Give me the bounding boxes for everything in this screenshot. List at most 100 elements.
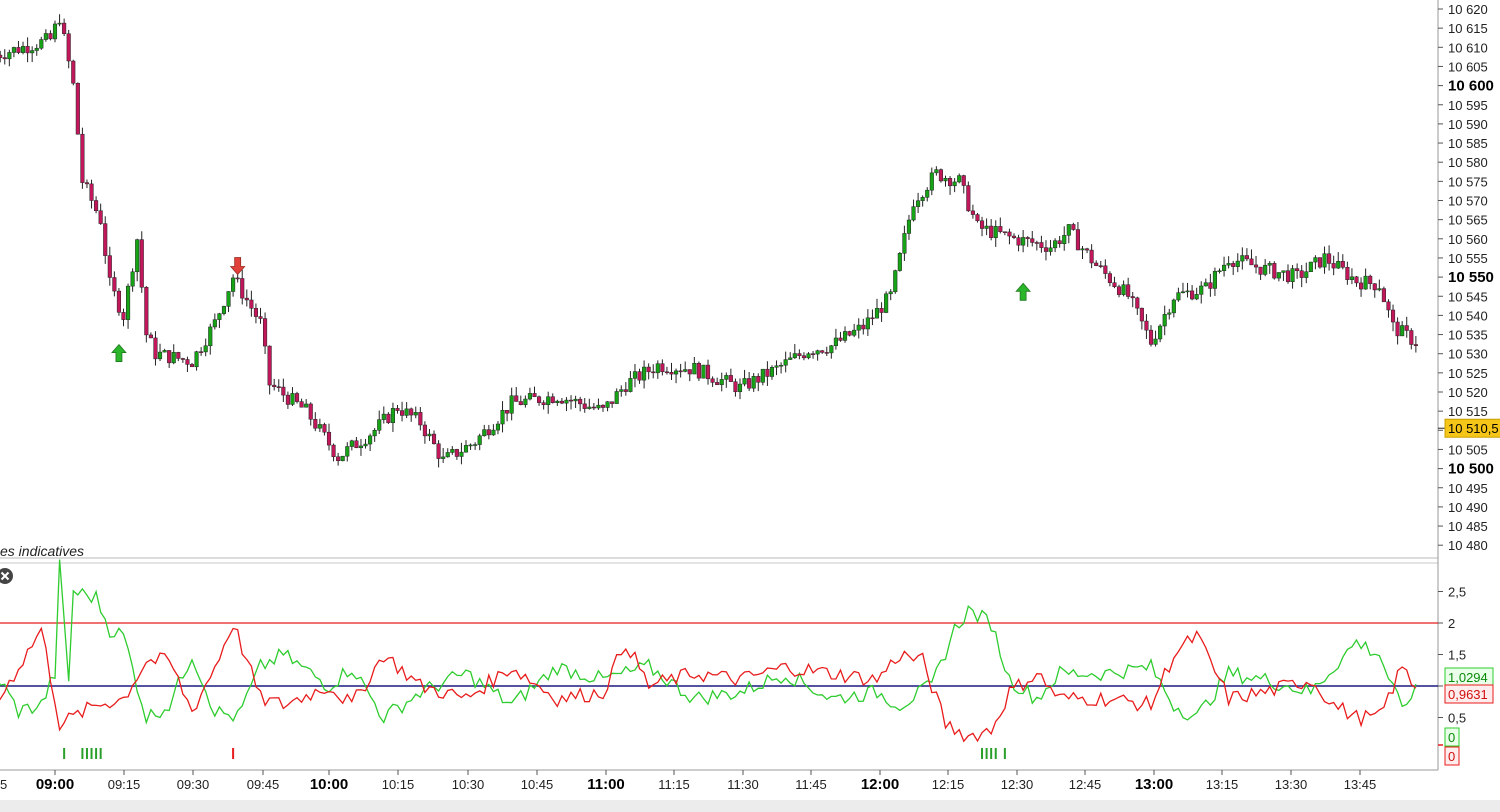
signal-tick <box>1003 748 1006 759</box>
candle <box>966 181 971 212</box>
current-price-tag: 10 510,5 <box>1444 418 1500 438</box>
candle <box>1281 270 1286 281</box>
candle <box>1235 253 1240 273</box>
candle <box>199 347 204 356</box>
candle <box>52 20 58 43</box>
candle <box>98 203 103 225</box>
candle <box>614 388 619 404</box>
candle <box>715 377 720 385</box>
candle <box>1349 268 1354 285</box>
candle <box>1021 230 1026 253</box>
candle <box>304 399 309 408</box>
candle <box>623 382 628 396</box>
price-tick-label: 10 535 <box>1448 328 1488 343</box>
candle <box>678 363 683 378</box>
candle <box>1377 279 1382 292</box>
candle <box>272 378 277 391</box>
candle <box>1107 271 1112 287</box>
candle <box>1272 261 1277 280</box>
signal-tick <box>99 748 102 759</box>
candle <box>833 328 838 350</box>
candle <box>1395 317 1400 345</box>
candle <box>1094 260 1099 267</box>
candle <box>126 283 131 329</box>
candle <box>1153 330 1158 347</box>
candle <box>436 440 441 468</box>
candle <box>692 356 697 375</box>
candle <box>176 351 181 362</box>
candle <box>1121 280 1126 297</box>
candle <box>189 362 195 368</box>
candle <box>30 46 35 63</box>
candle <box>1413 336 1418 353</box>
candle <box>559 397 564 405</box>
candle <box>865 309 870 336</box>
candle <box>1208 273 1213 297</box>
candle <box>148 332 153 339</box>
candle <box>1007 228 1012 245</box>
candle <box>527 387 532 401</box>
indicator-tick-label: 2,5 <box>1448 585 1466 600</box>
candle <box>610 401 615 408</box>
candle <box>1276 272 1281 282</box>
candle <box>537 395 542 406</box>
candle <box>1359 277 1364 297</box>
candle <box>89 179 94 209</box>
red-value-tag: 0,9631 <box>1444 684 1494 704</box>
candle <box>1363 268 1368 290</box>
candle <box>573 395 578 408</box>
candle <box>1080 245 1085 260</box>
signal-ticks <box>63 748 1006 759</box>
candle <box>747 372 752 392</box>
candle <box>719 372 724 392</box>
candle <box>326 423 332 451</box>
price-tick-label: 10 505 <box>1448 442 1488 457</box>
candle <box>459 442 464 465</box>
candle <box>728 368 733 382</box>
candle <box>1231 260 1236 275</box>
candle <box>897 251 902 272</box>
candle <box>1048 239 1053 256</box>
candle <box>62 18 67 37</box>
candle <box>705 359 711 385</box>
close-icon[interactable] <box>0 568 13 584</box>
candle <box>2 49 7 65</box>
price-tick-label: 10 545 <box>1448 289 1488 304</box>
candle <box>386 412 391 424</box>
time-tick-label: 10:45 <box>521 777 554 792</box>
candle <box>34 44 39 56</box>
candle <box>167 350 172 368</box>
candle <box>103 216 108 264</box>
candle <box>281 378 286 403</box>
time-tick-label: 13:30 <box>1275 777 1308 792</box>
price-tick-label: 10 540 <box>1448 308 1488 323</box>
candle <box>1331 255 1336 276</box>
candle <box>783 351 788 373</box>
candle <box>390 402 395 432</box>
candle <box>769 365 775 380</box>
candle <box>847 330 852 337</box>
series-green-line <box>0 559 1417 725</box>
candle <box>377 410 382 434</box>
signal-tick <box>994 748 997 759</box>
time-tick-label: 12:15 <box>932 777 965 792</box>
price-tick-label: 10 570 <box>1448 194 1488 209</box>
candle <box>486 424 491 440</box>
candlestick-series <box>0 14 1418 468</box>
candle <box>290 387 295 406</box>
candle <box>993 220 998 247</box>
candle <box>322 422 327 436</box>
candle <box>7 49 12 67</box>
candle <box>660 359 665 376</box>
candle <box>1066 224 1071 244</box>
candle <box>797 349 802 360</box>
candle <box>1340 254 1345 270</box>
candle <box>336 452 341 466</box>
candle <box>1267 261 1272 274</box>
price-tick-label: 10 575 <box>1448 174 1488 189</box>
price-tick-label: 10 550 <box>1448 269 1494 286</box>
candle <box>25 37 30 63</box>
signal-tick <box>90 748 93 759</box>
candle <box>509 387 514 421</box>
